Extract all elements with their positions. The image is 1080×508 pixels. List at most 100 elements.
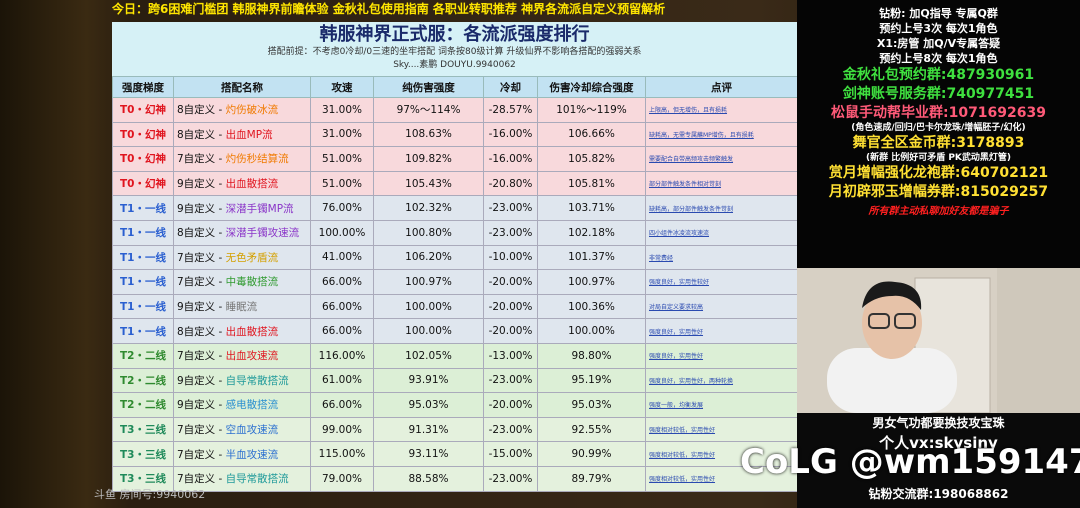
build-name: 7自定义 - 中毒散搭流 bbox=[173, 269, 311, 295]
table-row: T0・幻神 9自定义 - 出血散搭流 51.00% 105.43% -20.80% 105… bbox=[112, 170, 798, 197]
build-style: 感电散搭流 bbox=[225, 399, 279, 412]
column-header: 强度梯度 bbox=[112, 76, 174, 98]
build-style: 深潜手镯MP流 bbox=[225, 202, 294, 215]
group-line: (新群 比例好可矛盾 PK武动黑灯管) bbox=[865, 153, 1012, 163]
attack-speed: 66.00% bbox=[310, 269, 374, 295]
column-header: 纯伤害强度 bbox=[373, 76, 484, 98]
tier: T0・幻神 bbox=[112, 97, 174, 123]
tier: T1・一线 bbox=[112, 269, 174, 295]
build-name: 9自定义 - 感电散搭流 bbox=[173, 392, 311, 418]
table-row: T1・一线 8自定义 - 出血散搭流 66.00% 100.00% -20.00% 100… bbox=[112, 318, 798, 344]
overall: 95.19% bbox=[537, 367, 646, 394]
comment: 强度相对较低，实用性好 bbox=[645, 465, 798, 492]
build-name: 8自定义 - 灼伤破冰流 bbox=[173, 97, 311, 123]
build-slots: 7自定义 - bbox=[177, 153, 226, 166]
attack-speed: 51.00% bbox=[310, 146, 374, 172]
build-style: 自导常散搭流 bbox=[225, 374, 289, 387]
cooldown: -23.00% bbox=[483, 416, 538, 443]
comment: 上限高，但无增伤，且有损耗 bbox=[645, 97, 798, 123]
build-slots: 7自定义 - bbox=[177, 473, 226, 486]
comment: 强度一般，均衡发展 bbox=[645, 392, 798, 418]
comment: 强度良好，实用性好 bbox=[645, 318, 798, 344]
build-slots: 7自定义 - bbox=[177, 276, 226, 289]
overall: 105.82% bbox=[537, 146, 646, 172]
cooldown: -28.57% bbox=[483, 97, 538, 123]
damage: 88.58% bbox=[373, 465, 484, 492]
ranking-sheet: 韩服神界正式服：各流派强度排行 搭配前提：不考虑0冷却/0三速的坐牢搭配 词条按… bbox=[112, 22, 798, 492]
build-slots: 7自定义 - bbox=[177, 350, 226, 363]
attack-speed: 61.00% bbox=[310, 367, 374, 394]
overall: 100.97% bbox=[537, 269, 646, 295]
attack-speed: 76.00% bbox=[310, 195, 374, 221]
cooldown: -23.00% bbox=[483, 219, 538, 246]
group-line: 所有群主动私聊加好友都是骗子 bbox=[868, 206, 1009, 217]
build-name: 7自定义 - 出血攻速流 bbox=[173, 342, 311, 369]
damage: 108.63% bbox=[373, 121, 484, 148]
attack-speed: 51.00% bbox=[310, 170, 374, 197]
build-style: 深潜手镯攻速流 bbox=[225, 227, 300, 240]
attack-speed: 99.00% bbox=[310, 416, 374, 443]
cooldown: -15.00% bbox=[483, 441, 538, 467]
build-slots: 8自定义 - bbox=[177, 104, 226, 117]
tier: T1・一线 bbox=[112, 219, 174, 246]
webcam-scene bbox=[797, 268, 1080, 414]
tier: T3・三线 bbox=[112, 416, 174, 443]
comment: 非常费经 bbox=[645, 244, 798, 271]
build-style: 空血攻速流 bbox=[225, 424, 279, 437]
attack-speed: 115.00% bbox=[310, 441, 374, 467]
room-number: 斗鱼 房间号:9940062 bbox=[94, 488, 206, 501]
table-row: T1・一线 7自定义 - 无色矛盾流 41.00% 106.20% -10.00% 101… bbox=[112, 244, 798, 271]
build-style: 出血散搭流 bbox=[225, 178, 279, 191]
cooldown: -23.00% bbox=[483, 465, 538, 492]
damage: 109.82% bbox=[373, 146, 484, 172]
build-slots: 7自定义 - bbox=[177, 424, 226, 437]
build-style: 出血MP流 bbox=[225, 128, 273, 141]
tier: T2・二线 bbox=[112, 342, 174, 369]
attack-speed: 100.00% bbox=[310, 219, 374, 246]
cooldown: -23.00% bbox=[483, 195, 538, 221]
table-row: T0・幻神 8自定义 - 灼伤破冰流 31.00% 97%～114% -28.57% 10… bbox=[112, 97, 798, 123]
sheet-subtitle: 搭配前提：不考虑0冷却/0三速的坐牢搭配 词条按80级计算 升级仙界不影响各搭配… bbox=[267, 47, 642, 57]
tier: T2・二线 bbox=[112, 367, 174, 394]
group-line: 月初辟邪玉增幅券群:815029257 bbox=[828, 184, 1049, 200]
column-header: 搭配名称 bbox=[173, 76, 311, 98]
tier: T1・一线 bbox=[112, 195, 174, 221]
attack-speed: 66.00% bbox=[310, 293, 374, 320]
damage: 102.05% bbox=[373, 342, 484, 369]
table-row: T3・三线 7自定义 - 自导常散搭流 79.00% 88.58% -23.00% 89.… bbox=[112, 465, 798, 492]
overall: 100.00% bbox=[537, 318, 646, 344]
tier: T0・幻神 bbox=[112, 146, 174, 172]
ranking-table: 强度梯度 搭配名称 攻速 纯伤害强度 冷却 伤害冷却综合强度 点评 T0・幻神 8自定义 - … bbox=[112, 76, 798, 492]
comment: 强度良好，实用性好 bbox=[645, 342, 798, 369]
comment: 强度良好，实用性较好 bbox=[645, 269, 798, 295]
build-slots: 8自定义 - bbox=[177, 227, 226, 240]
cooldown: -20.00% bbox=[483, 392, 538, 418]
header-row: 强度梯度 搭配名称 攻速 纯伤害强度 冷却 伤害冷却综合强度 点评 bbox=[112, 76, 798, 98]
build-style: 灼伤破冰流 bbox=[225, 104, 279, 117]
damage: 93.11% bbox=[373, 441, 484, 467]
overall: 90.99% bbox=[537, 441, 646, 467]
damage: 105.43% bbox=[373, 170, 484, 197]
tier: T2・二线 bbox=[112, 392, 174, 418]
overall: 103.71% bbox=[537, 195, 646, 221]
damage: 100.00% bbox=[373, 318, 484, 344]
column-header: 冷却 bbox=[483, 76, 538, 98]
damage: 93.91% bbox=[373, 367, 484, 394]
cooldown: -20.00% bbox=[483, 293, 538, 320]
attack-speed: 31.00% bbox=[310, 121, 374, 148]
group-line: X1:房管 加Q/V专属答疑 bbox=[876, 37, 1001, 50]
table-row: T1・一线 9自定义 - 睡眠流 66.00% 100.00% -20.00% 100.3… bbox=[112, 293, 798, 320]
overall: 101%～119% bbox=[537, 97, 646, 123]
comment: 缺耗高，部分部件触发条件苛刻 bbox=[645, 195, 798, 221]
column-header: 伤害冷却综合强度 bbox=[537, 76, 646, 98]
build-slots: 8自定义 - bbox=[177, 325, 226, 338]
table-row: T1・一线 9自定义 - 深潜手镯MP流 76.00% 102.32% -23.00% 1… bbox=[112, 195, 798, 221]
comment: 四小组件冰凌流攻速流 bbox=[645, 219, 798, 246]
stream-info: 男女气功都要换技攻宝珠 个人vx:skysiny 钻粉交流群:198068862 bbox=[797, 413, 1080, 508]
overall: 102.18% bbox=[537, 219, 646, 246]
damage: 91.31% bbox=[373, 416, 484, 443]
damage: 100.97% bbox=[373, 269, 484, 295]
column-header: 点评 bbox=[645, 76, 798, 98]
build-slots: 8自定义 - bbox=[177, 128, 226, 141]
comment: 需要配合自带高频攻击频繁触发 bbox=[645, 146, 798, 172]
